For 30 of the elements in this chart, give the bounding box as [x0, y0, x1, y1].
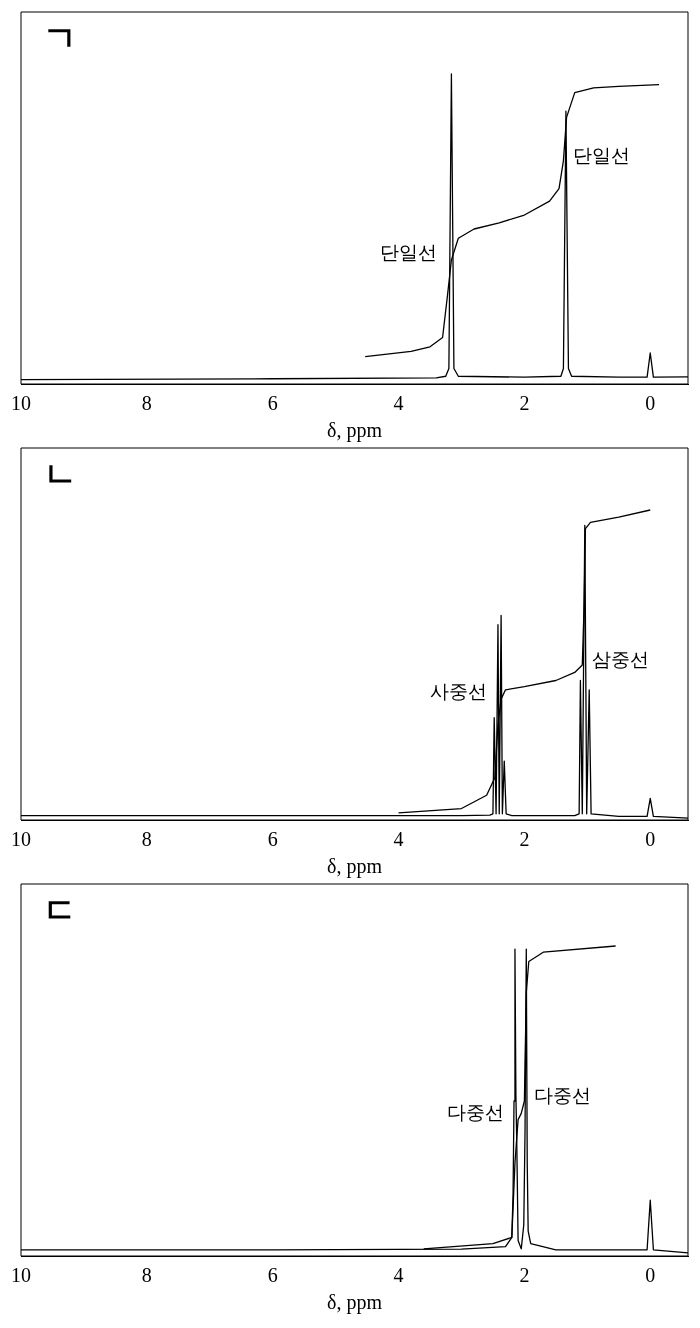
chart-title: ㄴ: [43, 453, 77, 494]
chart-title: ㄷ: [43, 889, 77, 930]
annotation: 다중선: [447, 1100, 505, 1123]
x-tick-label: 6: [267, 392, 278, 415]
x-axis-title: δ, ppm: [327, 1291, 383, 1315]
x-tick-label: 8: [141, 1264, 152, 1287]
x-tick-label: 10: [11, 1264, 31, 1287]
x-tick-label: 0: [645, 1264, 656, 1287]
annotation: 사중선: [430, 680, 488, 703]
x-tick-label: 8: [141, 828, 152, 851]
x-tick-label: 10: [11, 392, 31, 415]
x-tick-label: 4: [393, 392, 404, 415]
x-tick-label: 2: [519, 828, 530, 851]
annotation: 단일선: [573, 143, 631, 166]
x-tick-label: 4: [393, 1264, 404, 1287]
x-tick-label: 2: [519, 1264, 530, 1287]
x-tick-label: 2: [519, 392, 530, 415]
annotation: 삼중선: [592, 647, 650, 670]
x-tick-label: 6: [267, 1264, 278, 1287]
x-tick-label: 8: [141, 392, 152, 415]
x-tick-label: 4: [393, 828, 404, 851]
chart-title: ㄱ: [43, 17, 77, 58]
x-tick-label: 10: [11, 828, 31, 851]
x-tick-label: 0: [645, 392, 656, 415]
x-axis-title: δ, ppm: [327, 855, 383, 879]
x-tick-label: 6: [267, 828, 278, 851]
annotation: 다중선: [534, 1083, 592, 1106]
annotation: 단일선: [380, 240, 438, 263]
x-tick-label: 0: [645, 828, 656, 851]
x-axis-title: δ, ppm: [327, 419, 383, 443]
